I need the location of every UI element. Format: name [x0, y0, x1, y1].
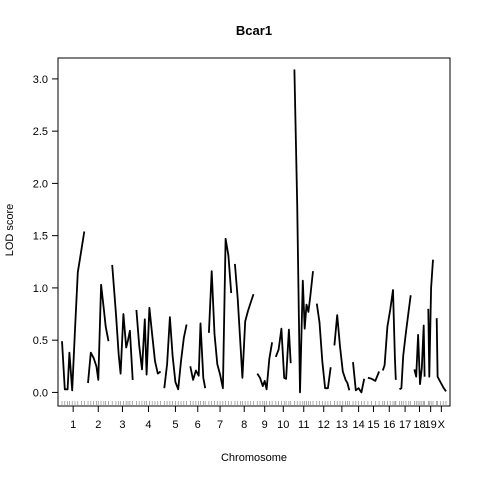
chart-title: Bcar1	[236, 23, 272, 38]
y-tick-label: 1.5	[33, 231, 48, 243]
y-tick-label: 3.0	[33, 74, 48, 86]
lod-curve-chr-19	[427, 259, 434, 378]
lod-curve-chr-6	[189, 322, 207, 389]
lod-curve-chr-16	[381, 289, 397, 380]
x-tick-label-chr-11: 11	[298, 419, 309, 431]
lod-curve-chr-9	[256, 342, 273, 391]
x-tick-label-chr-19: 19	[425, 419, 437, 431]
lod-curve-chr-7	[208, 237, 233, 390]
x-tick-label-chr-15: 15	[367, 419, 379, 431]
lod-curve-chr-17	[399, 295, 412, 391]
lod-curve-chr-X	[435, 318, 447, 392]
x-tick-label-chr-1: 1	[70, 419, 76, 431]
x-tick-label-chr-7: 7	[217, 419, 223, 431]
x-tick-label-chr-4: 4	[145, 419, 151, 431]
x-tick-label-chr-X: X	[438, 419, 446, 431]
lod-curve-chr-13	[333, 314, 351, 391]
lod-curve-chr-14	[352, 362, 366, 394]
lod-curve-chr-10	[274, 327, 292, 380]
lod-curve-chr-15	[367, 371, 380, 382]
x-axis-label: Chromosome	[221, 452, 287, 464]
x-tick-label-chr-3: 3	[119, 419, 125, 431]
y-axis: 0.0 0.5 1.0 1.5 2.0 2.5 3.0	[33, 74, 58, 399]
lod-curve-chr-4	[135, 306, 162, 376]
lod-curve-chr-1	[61, 231, 86, 392]
lod-curve-chr-3	[111, 264, 134, 380]
plot-frame	[57, 57, 451, 407]
plot-area	[57, 57, 451, 407]
x-tick-label-chr-6: 6	[195, 419, 201, 431]
y-tick-label: 0.5	[33, 335, 48, 347]
y-axis-label: LOD score	[4, 204, 16, 257]
lod-curve-chr-8	[234, 263, 255, 379]
x-tick-label-chr-5: 5	[172, 419, 178, 431]
x-tick-label-chr-17: 17	[399, 419, 411, 431]
x-tick-label-chr-14: 14	[352, 419, 364, 431]
y-tick-label: 0.0	[33, 387, 48, 399]
lod-curve-chr-2	[87, 283, 110, 384]
y-tick-label: 1.0	[33, 283, 48, 295]
lod-curve-chr-18	[413, 324, 426, 386]
y-tick-label: 2.5	[33, 126, 48, 138]
x-tick-label-chr-18: 18	[413, 419, 425, 431]
x-tick-label-chr-13: 13	[336, 419, 348, 431]
x-tick-label-chr-16: 16	[383, 419, 395, 431]
lod-curve-chr-5	[163, 316, 188, 391]
y-tick-label: 2.0	[33, 178, 48, 190]
x-tick-label-chr-8: 8	[241, 419, 247, 431]
x-tick-label-chr-10: 10	[277, 419, 289, 431]
x-tick-label-chr-9: 9	[262, 419, 268, 431]
lod-curve-chr-11	[293, 69, 314, 394]
lod-curve-chr-12	[315, 303, 332, 390]
x-tick-label-chr-12: 12	[318, 419, 330, 431]
x-tick-label-chr-2: 2	[95, 419, 101, 431]
